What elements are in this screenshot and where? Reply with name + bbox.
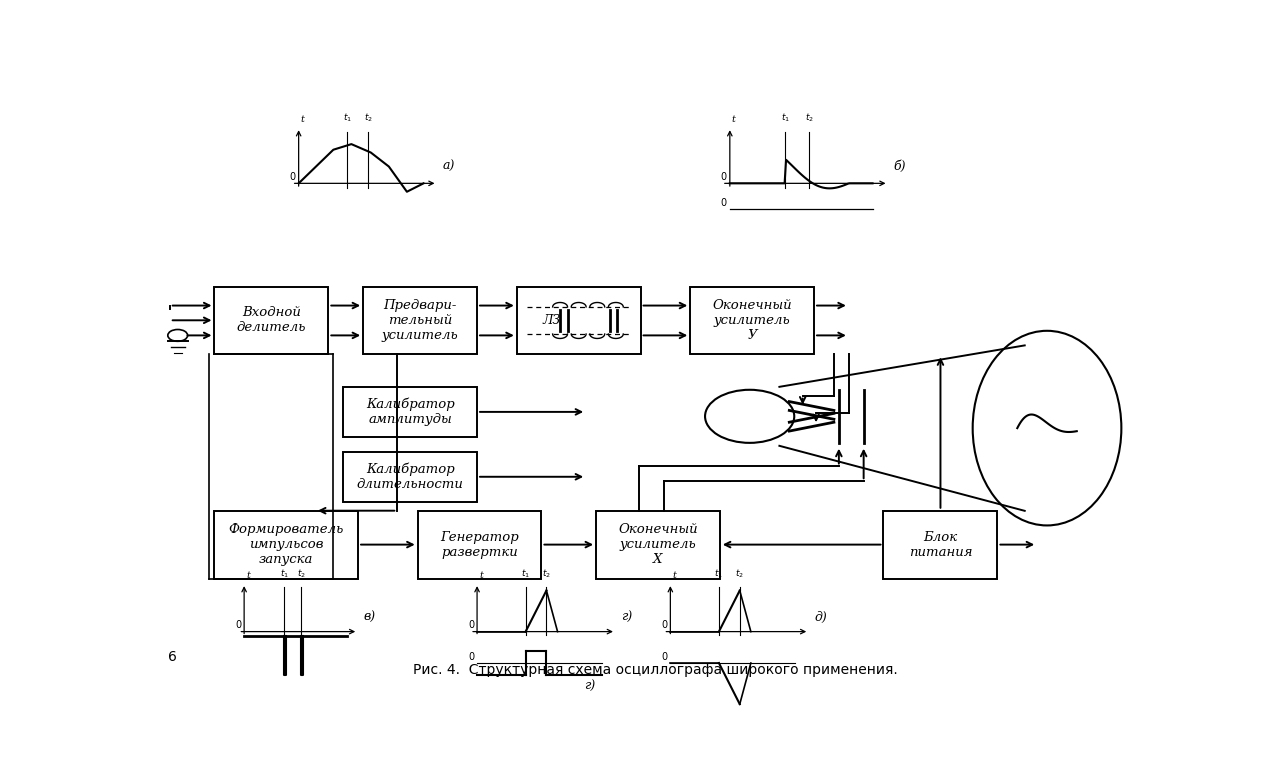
Text: $t_2$: $t_2$ xyxy=(804,112,813,124)
Text: t: t xyxy=(732,116,735,124)
Text: 0: 0 xyxy=(721,198,726,208)
Text: 0: 0 xyxy=(468,652,475,662)
FancyBboxPatch shape xyxy=(418,511,541,578)
Text: б): б) xyxy=(893,160,906,173)
FancyBboxPatch shape xyxy=(215,286,329,355)
Ellipse shape xyxy=(973,331,1122,525)
Text: $t_1$: $t_1$ xyxy=(715,568,724,581)
FancyBboxPatch shape xyxy=(517,286,641,355)
Text: Генератор
развертки: Генератор развертки xyxy=(440,531,519,558)
Text: t: t xyxy=(246,571,249,581)
FancyBboxPatch shape xyxy=(884,511,998,578)
Text: в): в) xyxy=(363,611,375,624)
Text: 6: 6 xyxy=(168,650,177,664)
Text: д): д) xyxy=(815,611,826,624)
FancyBboxPatch shape xyxy=(215,511,358,578)
Text: 0: 0 xyxy=(468,620,475,630)
FancyBboxPatch shape xyxy=(363,286,477,355)
Text: $t_2$: $t_2$ xyxy=(735,568,744,581)
Text: Блок
питания: Блок питания xyxy=(908,531,972,558)
Text: а): а) xyxy=(443,160,455,173)
Text: $t_1$: $t_1$ xyxy=(521,568,531,581)
Text: Рис. 4.  Структурная схема осциллографа широкого применения.: Рис. 4. Структурная схема осциллографа ш… xyxy=(413,663,898,677)
FancyBboxPatch shape xyxy=(596,511,720,578)
Text: 0: 0 xyxy=(661,652,668,662)
Text: 0: 0 xyxy=(721,172,726,182)
Text: $t_2$: $t_2$ xyxy=(542,568,551,581)
FancyBboxPatch shape xyxy=(343,452,477,502)
Text: Оконечный
усилитель
У: Оконечный усилитель У xyxy=(712,299,792,342)
Text: ЛЗ: ЛЗ xyxy=(542,314,560,327)
Text: t: t xyxy=(673,571,677,581)
Text: 0: 0 xyxy=(661,620,668,630)
Text: Оконечный
усилитель
X: Оконечный усилитель X xyxy=(618,523,698,566)
Text: Формирователь
импульсов
запуска: Формирователь импульсов запуска xyxy=(229,523,344,566)
Text: $t_1$: $t_1$ xyxy=(280,568,289,581)
Text: Калибратор
амплитуды: Калибратор амплитуды xyxy=(366,398,454,426)
Text: 0: 0 xyxy=(289,172,295,182)
Text: $t_2$: $t_2$ xyxy=(363,112,372,124)
FancyBboxPatch shape xyxy=(691,286,815,355)
Text: t: t xyxy=(301,116,304,124)
Text: г): г) xyxy=(583,680,595,693)
Text: Входной
делитель: Входной делитель xyxy=(237,306,306,335)
FancyBboxPatch shape xyxy=(343,387,477,437)
Text: $t_1$: $t_1$ xyxy=(780,112,790,124)
Text: $t_2$: $t_2$ xyxy=(297,568,306,581)
Text: Предвари-
тельный
усилитель: Предвари- тельный усилитель xyxy=(381,299,458,342)
Text: 0: 0 xyxy=(235,620,242,630)
Text: Калибратор
длительности: Калибратор длительности xyxy=(357,463,463,491)
Text: г): г) xyxy=(620,611,632,624)
Text: t: t xyxy=(480,571,483,581)
Text: $t_1$: $t_1$ xyxy=(343,112,352,124)
